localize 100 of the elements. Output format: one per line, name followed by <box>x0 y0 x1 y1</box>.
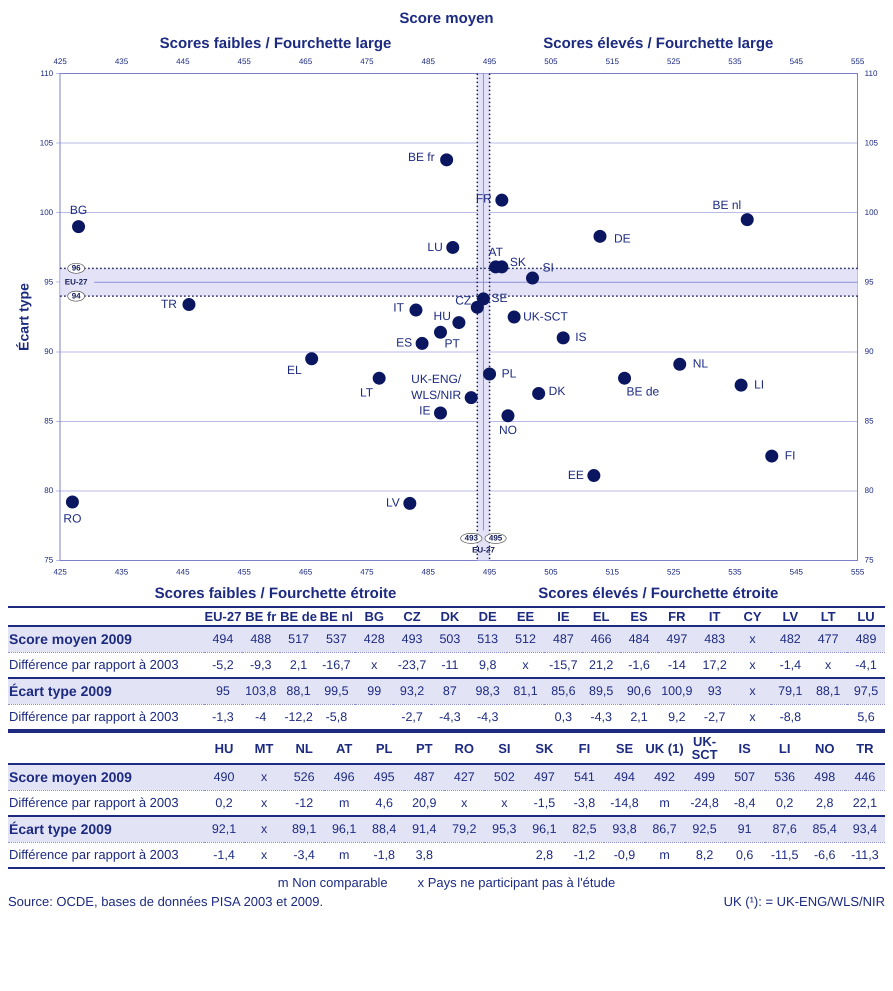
series-label: UK-ENG/WLS/NIR <box>411 372 462 402</box>
category-label: SE <box>614 740 634 758</box>
series-label: LV <box>386 496 400 510</box>
series-label: PL <box>502 366 517 380</box>
data-label: 0,2 <box>774 794 794 812</box>
data-label: 466 <box>590 631 613 648</box>
y-tick-label: 105 <box>40 138 54 148</box>
data-label: -2,7 <box>400 708 424 726</box>
category-label: CZ <box>402 608 422 626</box>
data-label: -1,4 <box>212 846 236 864</box>
data-label: -3,8 <box>572 794 596 812</box>
category-label: EE <box>516 608 536 626</box>
data-label: 20,9 <box>411 794 438 812</box>
data-label: 93,8 <box>611 821 638 838</box>
point <box>740 213 754 226</box>
data-label: m <box>658 846 671 864</box>
point <box>495 194 508 207</box>
data-label: 98,3 <box>474 683 501 700</box>
point <box>182 298 196 311</box>
data-label: x <box>460 794 468 812</box>
data-label: 2,8 <box>534 846 554 864</box>
point <box>673 358 686 371</box>
data-label: -8,4 <box>732 794 756 812</box>
data-label: 93,2 <box>398 683 426 700</box>
point <box>470 300 484 314</box>
data-label: 100,9 <box>660 683 694 700</box>
data-label: -11,3 <box>850 846 880 864</box>
data-label: 496 <box>332 769 356 786</box>
data-label: 497 <box>532 769 556 786</box>
series-label: LU <box>427 240 443 254</box>
category-label: ES <box>629 608 649 626</box>
x2-tick-label: 505 <box>544 57 558 66</box>
data-label: 9,8 <box>478 656 498 674</box>
y-tick-label: 95 <box>44 277 54 286</box>
data-label: 507 <box>733 769 756 786</box>
category-label: BE fr <box>244 608 278 626</box>
x-tick-label: 505 <box>544 567 558 576</box>
data-label: -12,2 <box>283 708 314 726</box>
category-label: IE <box>556 608 571 626</box>
data-label: 86,7 <box>651 821 678 838</box>
point <box>508 310 521 324</box>
data-label: 526 <box>292 769 316 786</box>
series-label: FI <box>784 448 796 462</box>
series-label: CZ <box>455 294 472 308</box>
point <box>501 409 514 422</box>
x-tick-label: 545 <box>790 567 804 576</box>
data-label: 427 <box>452 769 476 786</box>
series-label: NL <box>692 356 708 371</box>
data-label: 103,8 <box>244 683 278 700</box>
category-label: TR <box>855 740 875 758</box>
x2-tick-label: 475 <box>360 57 374 66</box>
data-label: -9,3 <box>248 656 273 674</box>
x-tick-label: 435 <box>114 567 129 576</box>
category-label: NO <box>814 740 836 758</box>
series-label: TR <box>160 296 178 311</box>
data-label: -23,7 <box>396 656 428 674</box>
data-label: 513 <box>476 631 500 648</box>
data-label: 503 <box>438 631 462 648</box>
data-label: 498 <box>813 769 836 786</box>
text: UK (¹): = UK-ENG/WLS/NIR <box>724 894 885 909</box>
point <box>464 391 478 404</box>
data-label: 95 <box>214 683 231 700</box>
data-label: 99 <box>366 683 382 700</box>
x2-tick-label: 455 <box>238 57 252 66</box>
data-label: 487 <box>552 631 575 648</box>
category-label: UK (1) <box>644 740 685 758</box>
data-label: 91 <box>736 821 753 838</box>
y-tick-label: 80 <box>44 486 54 496</box>
y2-tick-label: 85 <box>864 416 874 426</box>
data-label: -4,3 <box>476 708 500 726</box>
y2-tick-label: 105 <box>864 138 879 148</box>
data-label: 79,2 <box>451 821 478 838</box>
data-label: x <box>260 846 268 864</box>
data-label: 483 <box>703 631 726 648</box>
series-label: IT <box>393 300 405 314</box>
data-label: m <box>338 794 350 812</box>
series-label: Score moyen 2009 <box>8 768 133 788</box>
category-label: HU <box>214 740 234 758</box>
point <box>452 316 466 330</box>
ref-line-label: 94 <box>72 291 82 300</box>
point <box>434 326 447 339</box>
x2-tick-label: 495 <box>482 57 497 66</box>
data-label: 512 <box>514 631 537 648</box>
point <box>593 230 606 243</box>
data-label: -1,6 <box>627 656 651 674</box>
data-label: 487 <box>412 769 436 786</box>
category-label: BG <box>363 608 385 626</box>
series-label: Score moyen 2009 <box>8 630 133 650</box>
point <box>556 331 570 344</box>
data-label: 488 <box>249 631 272 648</box>
data-label: 541 <box>573 769 596 786</box>
category-label: LU <box>856 608 876 626</box>
category-label: EL <box>592 608 610 626</box>
series-label: HU <box>434 308 451 323</box>
x2-tick-label: 435 <box>114 57 129 66</box>
point <box>734 378 748 392</box>
series-label: AT <box>488 245 504 260</box>
point <box>372 372 386 385</box>
data-label: x <box>748 683 757 700</box>
point <box>66 495 79 508</box>
